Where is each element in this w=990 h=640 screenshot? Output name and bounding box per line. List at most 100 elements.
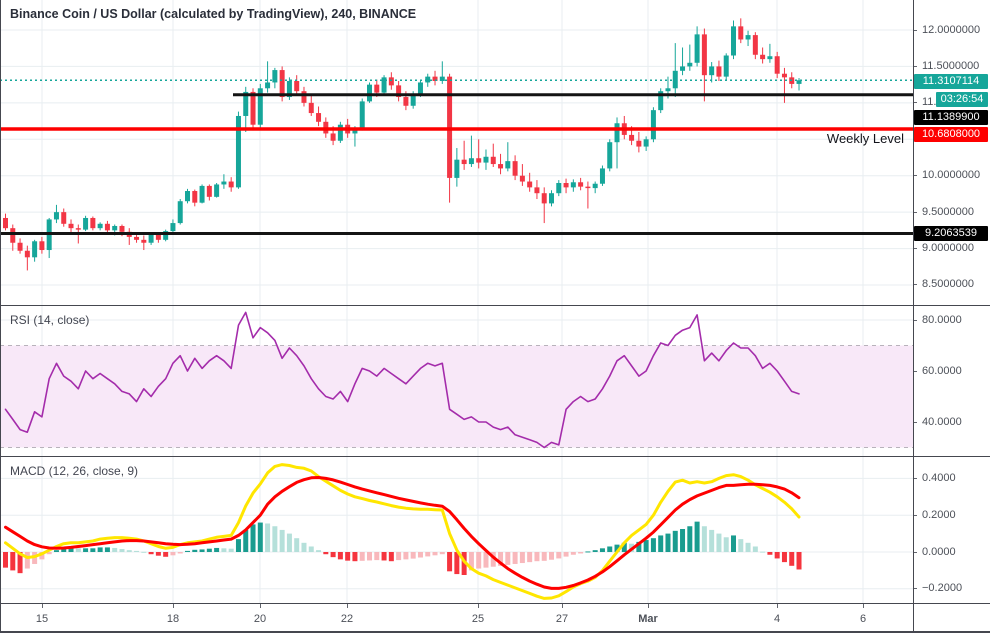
macd-hist-bar [614,544,620,552]
macd-hist-bar [731,535,736,552]
time-axis-tick [347,604,348,608]
macd-hist-bar [570,552,576,555]
macd-hist-bar [585,551,591,553]
candle-up [723,53,729,81]
macd-hist-bar [374,552,380,561]
candle-down [498,153,504,175]
macd-hist-bar [352,552,358,562]
macd-hist-bar [410,552,416,559]
macd-hist-bar [83,548,89,552]
macd-hist-bar [17,552,23,574]
time-axis[interactable]: 15 18 20 22 25 27 Mar 4 6 [0,603,913,632]
time-axis-tick [260,604,261,608]
candle-down [396,80,402,102]
candle-down [308,95,314,116]
candle-down [68,219,74,233]
macd-hist-bar [498,552,504,566]
macd-hist-bar [170,552,176,556]
macd-hist-bar [636,541,642,552]
macd-hist-bar [279,529,285,552]
price-axis-tick [913,284,917,286]
candle-up [796,78,802,91]
macd-hist-bar [767,552,773,555]
candle-down [534,180,540,200]
macd-hist-bar [134,550,140,552]
candle-down [17,238,23,254]
rsi-macd-separator[interactable] [0,456,990,457]
macd-hist-bar [505,552,511,565]
macd-hist-bar [490,552,496,567]
time-axis-tick [478,604,479,608]
candle-up [46,217,52,259]
rsi-axis-label: 80.0000 [922,313,962,326]
macd-hist-bar [534,552,540,562]
macd-grid [0,456,913,603]
macd-hist-bar [556,552,562,559]
main-rsi-separator[interactable] [0,305,990,306]
macd-hist-bar [578,552,584,554]
macd-hist-bar [461,552,467,575]
time-axis-label: 6 [859,613,867,625]
macd-pane[interactable] [0,456,913,603]
macd-hist-bar [243,529,249,552]
candle-down [432,70,438,86]
candle-up [265,61,271,93]
candle-up [83,215,89,232]
macd-hist-bar [119,549,125,552]
macd-hist-bar [10,552,16,571]
candle-down [90,216,96,231]
price-axis[interactable]: 12.000000011.500000011.000000010.5000000… [913,0,990,632]
macd-hist-bar [745,542,751,552]
candle-down [512,155,518,181]
candle-up [381,75,387,95]
macd-hist-bar [221,548,227,552]
time-axis-tick [562,604,563,608]
macd-hist-bar [592,550,598,552]
candle-down [760,47,766,64]
time-axis-label: 27 [555,613,569,625]
macd-axis-label: 0.4000 [922,471,956,484]
candle-down [701,28,707,102]
candle-up [359,98,365,131]
candle-up [505,142,511,172]
rsi-band [0,345,913,448]
macd-hist-bar [709,529,715,552]
candle-up [687,44,693,71]
macd-hist-bar [650,538,656,552]
rsi-axis-tick [913,319,917,321]
macd-hist-bar [541,552,547,561]
macd-pane-label: MACD (12, 26, close, 9) [10,464,139,478]
candle-down [585,181,591,209]
macd-hist-bar [468,552,474,571]
macd-hist-bar [228,548,234,552]
time-axis-tick [777,604,778,608]
candle-up [97,222,103,231]
macd-hist-bar [694,521,700,552]
candle-up [177,199,183,225]
macd-signal-line [4,476,801,590]
macd-hist-bar [716,533,722,552]
macd-histogram [3,521,802,575]
candle-up [614,117,620,169]
candle-down [228,177,234,192]
macd-hist-bar [680,529,686,552]
macd-hist-bar [388,552,394,562]
level-1139-badge: 11.1389900 [914,109,988,125]
candle-down [206,184,212,201]
candle-up [170,219,176,233]
macd-hist-bar [527,552,533,563]
macd-hist-bar [3,552,8,568]
macd-hist-bar [403,552,409,560]
level-9206-badge: 9.2063539 [914,225,988,241]
macd-hist-bar [658,535,664,552]
macd-hist-bar [519,552,525,564]
rsi-pane[interactable] [0,305,913,456]
candle-down [316,106,322,127]
macd-hist-bar [257,522,263,552]
candle-up [556,180,562,197]
price-axis-label: 9.0000000 [922,242,974,255]
candle-down [752,32,758,60]
axis-separator[interactable] [913,0,914,632]
price-pane[interactable] [0,0,913,305]
